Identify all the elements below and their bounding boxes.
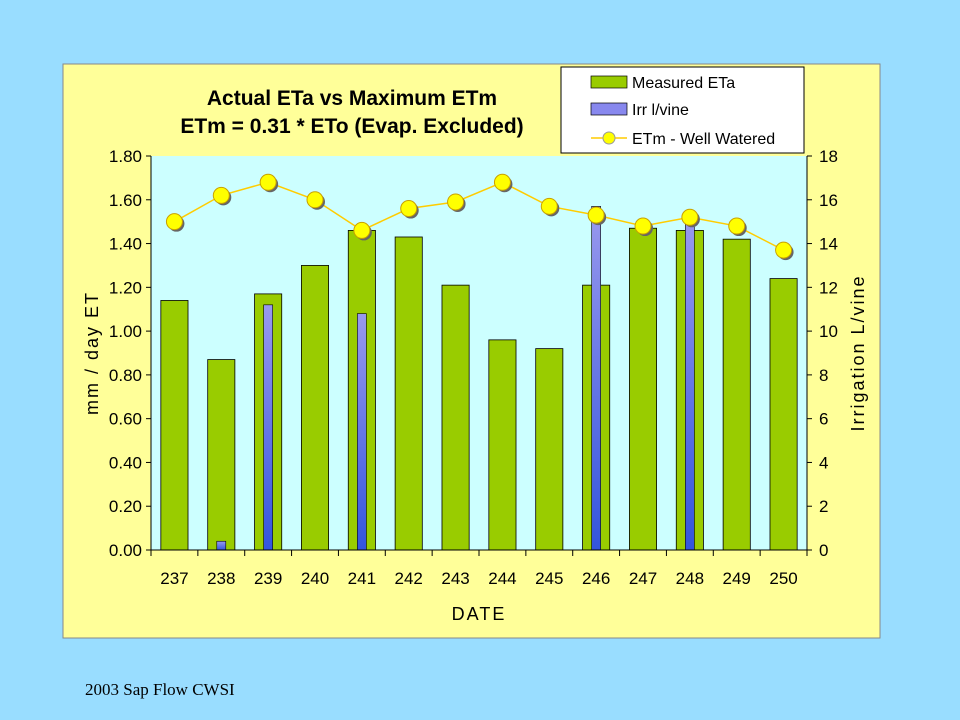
eta-bar (722, 238, 751, 551)
etm-marker (400, 200, 418, 218)
x-tick-label: 239 (254, 569, 282, 588)
x-tick-label: 244 (488, 569, 516, 588)
eta-bar (769, 278, 798, 551)
irrigation-bar (591, 206, 601, 551)
x-tick-label: 238 (207, 569, 235, 588)
y-tick-label: 1.20 (109, 278, 142, 297)
slide-caption: 2003 Sap Flow CWSI (85, 680, 235, 699)
x-tick-label: 240 (301, 569, 329, 588)
y2-tick-label: 16 (819, 191, 838, 210)
legend-label-eta: Measured ETa (632, 75, 735, 92)
chart-title-line-1: Actual ETa vs Maximum ETm (207, 87, 497, 110)
x-axis-ticks: 237 238 239 240 241 242 243 244 245 246 247 248 249 2… (150, 550, 808, 588)
y2-tick-label: 8 (819, 366, 828, 385)
y2-tick-label: 2 (819, 497, 828, 516)
irrigation-bar (357, 313, 367, 551)
y-tick-label: 1.80 (109, 147, 142, 166)
x-tick-label: 242 (395, 569, 423, 588)
y-tick-label: 0.40 (109, 453, 142, 472)
plot-area (151, 156, 807, 550)
legend-label-irr: Irr l/vine (632, 102, 689, 119)
y2-axis-title: Irrigation L/vine (848, 274, 868, 431)
x-tick-label: 237 (160, 569, 188, 588)
etm-marker (306, 191, 324, 209)
etm-marker (728, 217, 746, 235)
x-tick-label: 250 (769, 569, 797, 588)
etm-marker (259, 173, 277, 191)
etm-marker (353, 221, 371, 239)
y2-tick-label: 14 (819, 235, 838, 254)
etm-marker (493, 173, 511, 191)
eta-bar (535, 348, 564, 551)
x-tick-label: 246 (582, 569, 610, 588)
eta-bar (301, 265, 329, 551)
y2-tick-label: 18 (819, 147, 838, 166)
y-tick-label: 0.00 (109, 541, 142, 560)
y2-tick-label: 0 (819, 541, 828, 560)
y-tick-label: 0.60 (109, 410, 142, 429)
x-tick-label: 249 (723, 569, 751, 588)
irrigation-bar (263, 304, 273, 551)
y2-tick-label: 6 (819, 410, 828, 429)
etm-marker (447, 193, 465, 211)
y-tick-label: 0.20 (109, 497, 142, 516)
y2-tick-label: 10 (819, 322, 838, 341)
y-tick-label: 1.40 (109, 235, 142, 254)
chart-title-line-2: ETm = 0.31 * ETo (Evap. Excluded) (180, 115, 523, 138)
etm-marker (775, 241, 793, 259)
etm-marker (587, 206, 605, 224)
x-axis-title: DATE (452, 604, 507, 624)
y-tick-label: 0.80 (109, 366, 142, 385)
x-tick-label: 245 (535, 569, 563, 588)
legend-swatch-eta (590, 75, 628, 89)
legend: Measured ETa Irr l/vine ETm - Well Water… (560, 66, 805, 154)
y2-axis-ticks: 0 2 4 6 8 10 12 14 16 18 (807, 147, 838, 560)
eta-bar (488, 339, 517, 551)
x-tick-label: 248 (676, 569, 704, 588)
legend-marker-etm (602, 131, 616, 145)
y-tick-label: 1.00 (109, 322, 142, 341)
legend-label-etm: ETm - Well Watered (632, 131, 775, 148)
eta-bar (160, 300, 189, 551)
eta-bars (160, 227, 798, 551)
x-tick-label: 247 (629, 569, 657, 588)
y-axis-ticks: 0.00 0.20 0.40 0.60 0.80 1.00 1.20 1.40 1.60 1.80 (109, 147, 151, 560)
etm-marker (540, 197, 558, 215)
etm-marker (212, 186, 230, 204)
y-tick-label: 1.60 (109, 191, 142, 210)
eta-bar (394, 236, 423, 551)
eta-bar (629, 227, 657, 551)
eta-bar (441, 284, 470, 551)
irrigation-bar (685, 219, 695, 551)
etm-line (165, 173, 794, 261)
etm-marker (681, 208, 699, 226)
eta-bar (207, 359, 236, 551)
y-axis-title: mm / day ET (82, 291, 102, 415)
y2-tick-label: 12 (819, 278, 838, 297)
legend-swatch-irr (590, 102, 628, 116)
x-tick-label: 241 (348, 569, 376, 588)
x-tick-label: 243 (441, 569, 469, 588)
etm-marker (165, 213, 183, 231)
irrigation-bar (216, 540, 227, 551)
y2-tick-label: 4 (819, 453, 828, 472)
etm-marker (634, 217, 652, 235)
